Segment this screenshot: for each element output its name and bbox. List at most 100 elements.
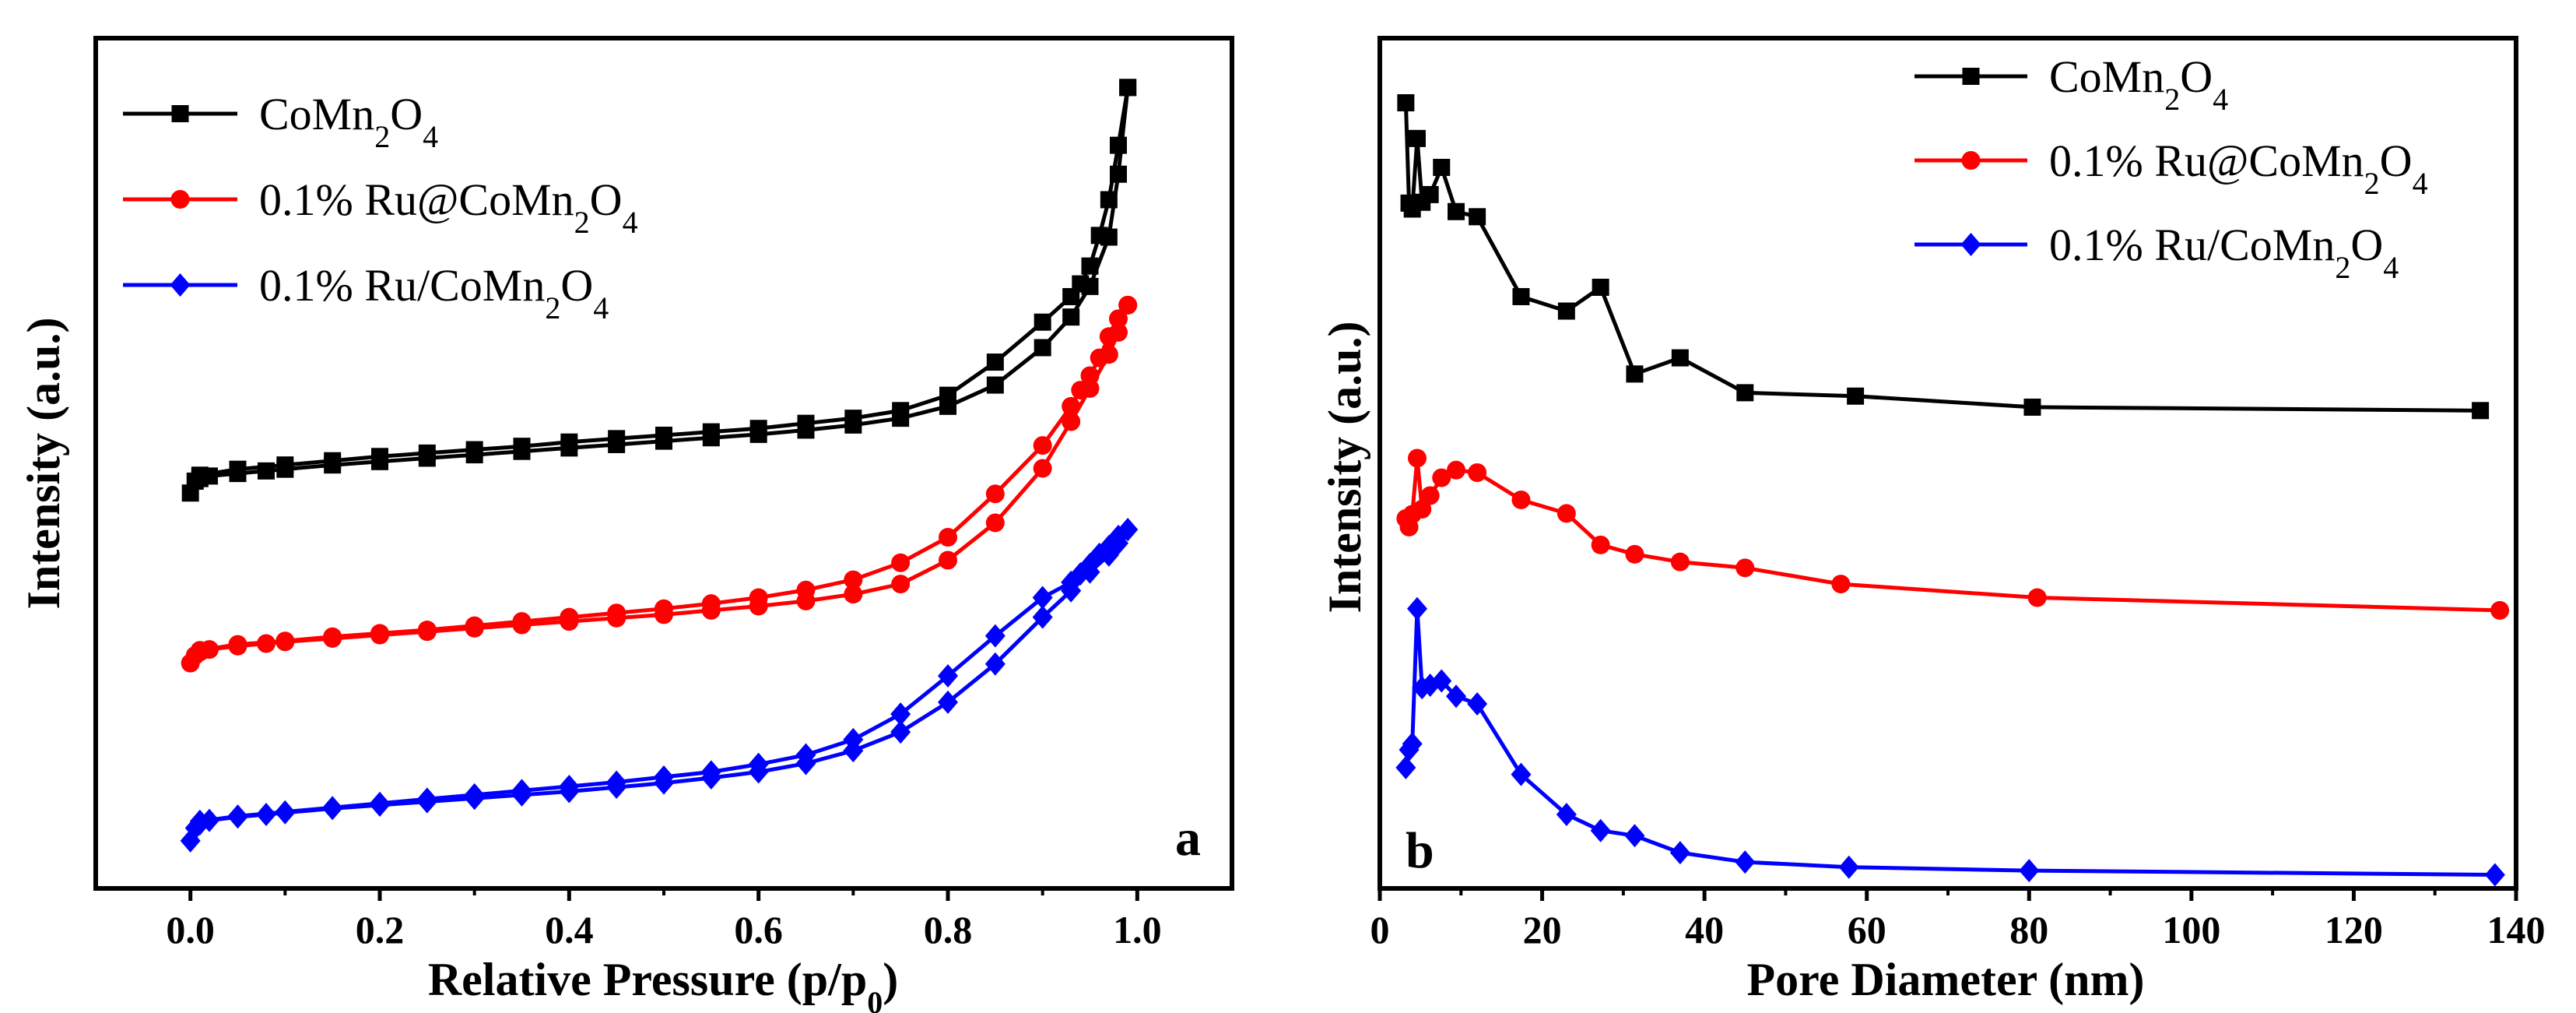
- panel-b-data-point-0-1-ru-comn2o4-2: [1402, 732, 1423, 756]
- panel-a-data-point-0-1-ru-comn2o4-desorption-11: [843, 727, 864, 751]
- panel-b-data-point-0-1-ru-comn2o4-11: [1590, 818, 1611, 842]
- panel-a-data-point-0-1-ru-comn2o4-desorption-19: [464, 783, 485, 807]
- panel-b-legend-label-0-part-1: 2: [2164, 82, 2180, 117]
- panel-b-x-tick-label-6: 120: [2325, 908, 2383, 951]
- panel-a-series-line-0-1-ru-comn2o4-adsorption: [188, 528, 1130, 842]
- panel-b-data-point-0-1-ru-comn2o4-15: [1831, 575, 1851, 594]
- panel-a-legend-item-2: 0.1% Ru/CoMn2O4: [123, 260, 609, 325]
- panel-a-data-point-0-1-ru-comn2o4-desorption-7: [1032, 586, 1053, 610]
- panel-b-legend-label-1-part-0: 0.1% Ru@CoMn: [2049, 135, 2364, 186]
- panel-a-data-point-0-1-ru-comn2o4-desorption-15: [655, 599, 673, 618]
- panel-b-data-point-0-1-ru-comn2o4-3: [1407, 448, 1427, 468]
- panel-a-data-point-0-1-ru-comn2o4-desorption-10: [890, 702, 911, 726]
- panel-a-legend-label-1-part-2: O: [590, 174, 623, 225]
- panel-b-x-tick-label-0: 0: [1370, 908, 1390, 951]
- panel-b-data-point-comn2o4-0: [1397, 93, 1415, 111]
- panel-a-data-point-comn2o4-desorption-23: [276, 456, 294, 474]
- panel-b-x-tick-label-3: 60: [1848, 908, 1886, 951]
- panel-a-data-point-0-1-ru-comn2o4-desorption-14: [701, 594, 721, 614]
- panel-b-data-point-comn2o4-3: [1408, 129, 1426, 147]
- panel-a-legend-marker-1: [170, 190, 190, 209]
- panel-a-data-point-0-1-ru-comn2o4-desorption-10: [891, 553, 911, 572]
- panel-b-data-point-0-1-ru-comn2o4-16: [2027, 588, 2047, 607]
- panel-b-data-point-comn2o4-11: [1592, 278, 1609, 296]
- panel-a-x-axis-title-main: Relative Pressure (p/p: [428, 954, 867, 1005]
- panel-b-legend-label-0-part-2: O: [2180, 51, 2213, 102]
- panel-b-data-point-0-1-ru-comn2o4-11: [1591, 535, 1610, 554]
- panel-a-data-point-comn2o4-desorption-20: [418, 444, 436, 462]
- panel-a-legend-label-0-part-3: 4: [423, 119, 438, 154]
- panel-b-legend-item-1: 0.1% Ru@CoMn2O4: [1914, 135, 2428, 201]
- panel-b-legend-label-2-part-0: 0.1% Ru/CoMn: [2049, 220, 2335, 270]
- panel-a-data-point-0-1-ru-comn2o4-desorption-8: [985, 484, 1005, 504]
- panel-a-data-point-comn2o4-desorption-22: [324, 452, 342, 470]
- panel-b-data-point-comn2o4-8: [1469, 208, 1486, 226]
- panel-b-data-point-0-1-ru-comn2o4-0: [1395, 755, 1416, 779]
- panel-b-series-line-0-1-ru-comn2o4: [1404, 455, 2501, 613]
- panel-a-legend-label-1-part-1: 2: [574, 205, 590, 240]
- panel-a-legend-item-0: CoMn2O4: [123, 89, 438, 154]
- panel-a-data-point-comn2o4-desorption-18: [513, 438, 531, 455]
- panel-a-data-point-0-1-ru-comn2o4-desorption-5: [1071, 381, 1090, 400]
- panel-b-data-point-comn2o4-7: [1448, 202, 1465, 220]
- panel-b-data-point-0-1-ru-comn2o4-7: [1447, 460, 1466, 480]
- panel-b-data-point-comn2o4-17: [2472, 402, 2490, 420]
- panel-b-legend-label-0: CoMn2O4: [2049, 51, 2228, 117]
- panel-a-data-point-comn2o4-desorption-17: [560, 433, 578, 451]
- panel-a-data-point-comn2o4-desorption-16: [608, 430, 626, 448]
- panel-a-data-point-comn2o4-desorption-3: [1090, 227, 1108, 244]
- panel-b-data-point-0-1-ru-comn2o4-13: [1669, 841, 1690, 865]
- panel-a-x-ticks: 0.0 0.2 0.4 0.6 0.8 1.0: [166, 888, 1162, 951]
- panel-a-series-0-1-ru-comn2o4-desorption: [190, 295, 1138, 660]
- panel-a-series-comn2o4-desorption: [191, 79, 1137, 484]
- panel-a-data-point-comn2o4-desorption-19: [465, 441, 483, 459]
- panel-a-data-point-0-1-ru-comn2o4-desorption-22: [323, 627, 342, 646]
- panel-b-data-point-0-1-ru-comn2o4-13: [1670, 552, 1690, 572]
- panel-b-data-point-0-1-ru-comn2o4-10: [1556, 504, 1576, 523]
- panel-b-legend-item-2: 0.1% Ru/CoMn2O4: [1914, 220, 2399, 285]
- panel-a-data-point-0-1-ru-comn2o4-adsorption-23: [1062, 412, 1081, 431]
- panel-b-legend-marker-0: [1962, 68, 1980, 85]
- panel-a-data-point-0-1-ru-comn2o4-desorption-17: [559, 774, 580, 798]
- panel-b-series-line-comn2o4: [1403, 102, 2481, 413]
- panel-b-legend-label-1-part-2: O: [2380, 135, 2413, 186]
- panel-a-legend-marker-0: [171, 105, 189, 122]
- panel-a-data-point-comn2o4-desorption-0: [1119, 79, 1137, 97]
- panel-a-data-point-0-1-ru-comn2o4-desorption-11: [844, 570, 863, 589]
- panel-a-x-axis-title: Relative Pressure (p/p0): [428, 954, 898, 1013]
- panel-b-y-axis-title: Intensity (a.u.): [1319, 321, 1370, 613]
- panel-b-legend-label-2-part-3: 4: [2383, 250, 2399, 285]
- panel-a-data-point-comn2o4-desorption-12: [797, 414, 815, 432]
- panel-a-x-tick-label-0: 0.0: [166, 908, 215, 951]
- panel-a-data-point-comn2o4-desorption-21: [371, 448, 388, 466]
- panel-a-data-point-comn2o4-adsorption-23: [1062, 308, 1080, 326]
- panel-a-x-tick-label-5: 1.0: [1113, 908, 1162, 951]
- panel-b-x-ticks: 0 20 40 60 80 100 120 140: [1370, 888, 2546, 951]
- panel-a-x-tick-label-2: 0.4: [545, 908, 594, 951]
- panel-a-legend-label-2-part-1: 2: [545, 290, 560, 325]
- panel-a-x-axis-title-sub: 0: [867, 985, 883, 1013]
- panel-b-x-tick-label-7: 140: [2487, 908, 2546, 951]
- panel-a-data-point-comn2o4-desorption-13: [749, 420, 767, 438]
- panel-a-series-0-1-ru-comn2o4-desorption: [189, 518, 1139, 833]
- panel-b-data-point-comn2o4-5: [1421, 185, 1439, 203]
- panel-b-data-point-0-1-ru-comn2o4-4: [1413, 499, 1432, 519]
- panel-b-data-point-0-1-ru-comn2o4-14: [1735, 850, 1756, 874]
- panel-a-data-point-0-1-ru-comn2o4-desorption-19: [465, 616, 484, 635]
- panel-b-data-point-0-1-ru-comn2o4-7: [1446, 684, 1467, 709]
- panel-b-data-point-0-1-ru-comn2o4-9: [1511, 762, 1532, 786]
- panel-a-legend-label-0-part-2: O: [390, 89, 423, 139]
- panel-a-data-point-comn2o4-desorption-25: [191, 466, 209, 484]
- panel-a-data-point-comn2o4-desorption-8: [986, 353, 1004, 371]
- panel-b-data-point-0-1-ru-comn2o4-17: [2490, 600, 2510, 620]
- panel-a-data-point-comn2o4-desorption-24: [229, 460, 247, 478]
- panel-a-data-point-comn2o4-desorption-11: [844, 410, 862, 427]
- panel-b-legend-marker-2: [1960, 233, 1981, 256]
- panel-a-data-point-0-1-ru-comn2o4-desorption-22: [322, 796, 343, 820]
- panel-a-data-point-comn2o4-desorption-6: [1062, 287, 1080, 305]
- panel-a-data-point-0-1-ru-comn2o4-desorption-24: [227, 804, 248, 828]
